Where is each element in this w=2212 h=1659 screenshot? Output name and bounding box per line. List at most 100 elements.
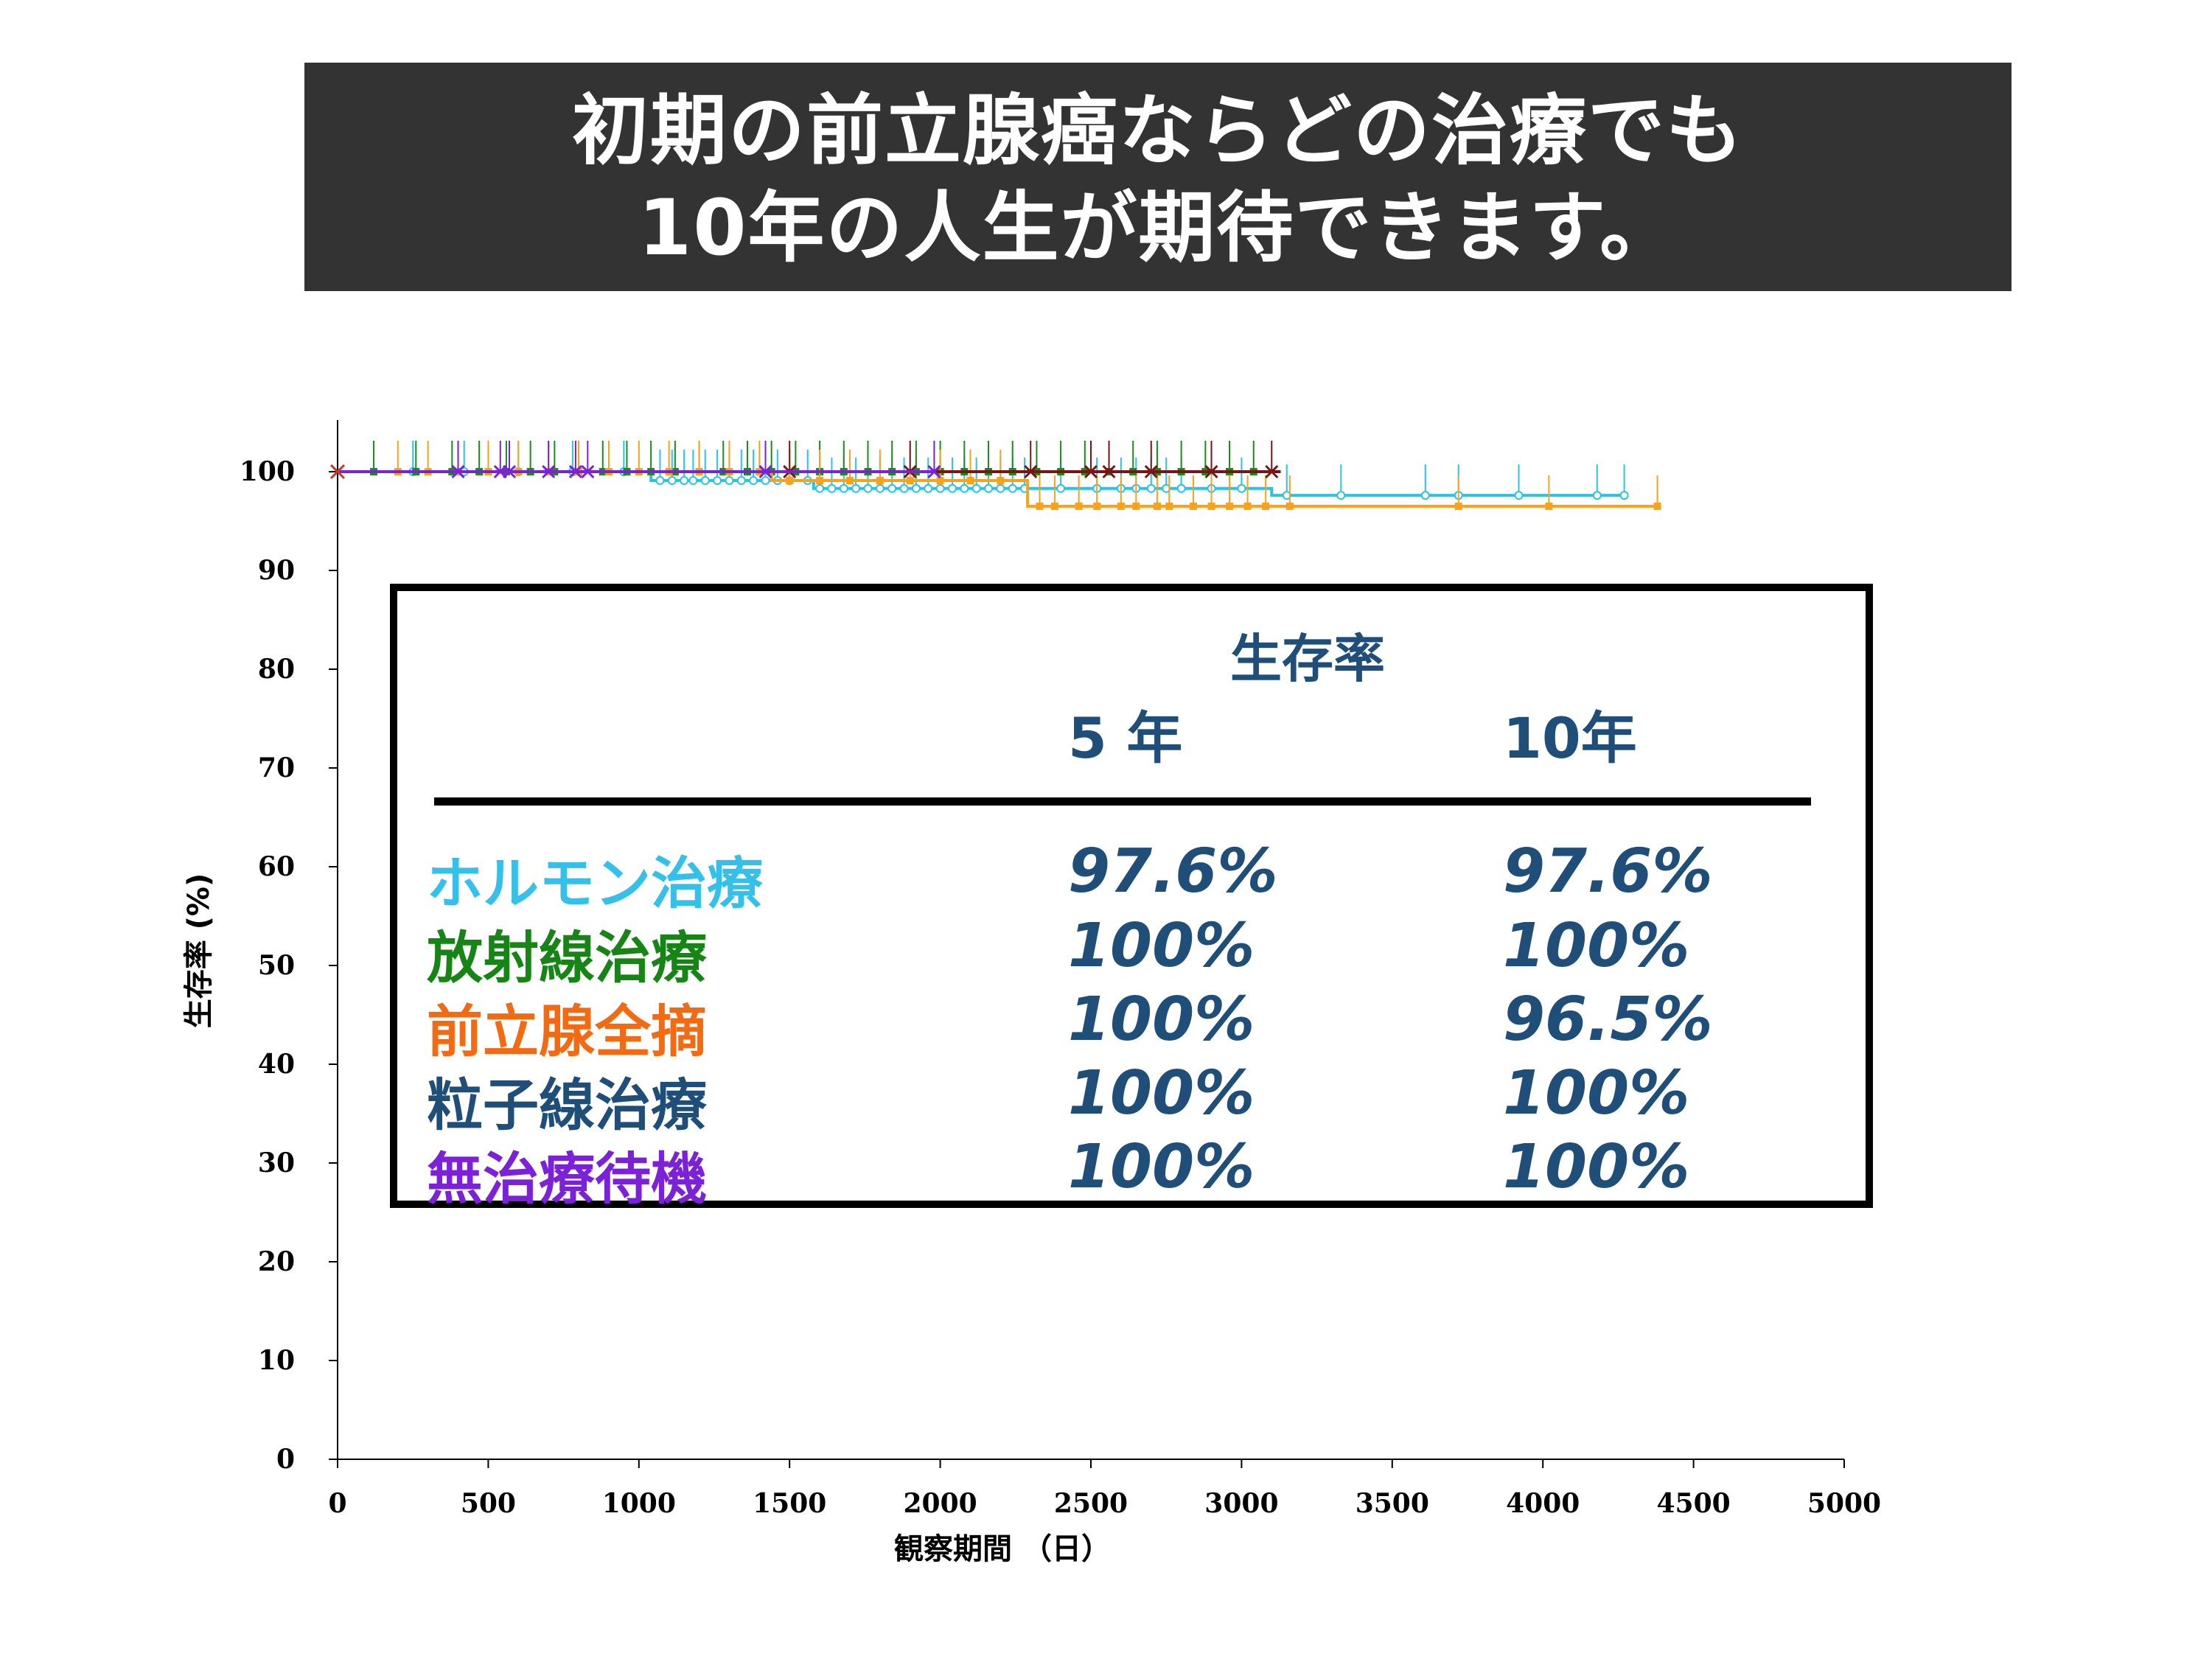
censor-marker	[749, 476, 758, 486]
censor-marker	[1056, 483, 1066, 493]
censor-marker	[1226, 502, 1234, 510]
censor-marker	[1146, 483, 1156, 493]
censor-marker	[581, 464, 595, 479]
censor-marker	[1165, 502, 1173, 510]
censor-marker	[960, 483, 969, 493]
y-tick-label: 100	[240, 456, 295, 487]
censor-marker	[911, 483, 921, 493]
censor-marker	[542, 464, 556, 479]
y-tick-label: 20	[258, 1246, 295, 1277]
censor-marker	[815, 483, 825, 493]
title-line-1: 初期の前立腺癌ならどの治療でも	[571, 85, 1744, 175]
censor-marker	[1204, 464, 1218, 479]
header-divider	[434, 797, 1811, 806]
x-tick-label: 2000	[903, 1488, 977, 1519]
x-tick-label: 4500	[1656, 1488, 1730, 1519]
censor-marker	[1619, 491, 1629, 500]
row-value-5y-radiation: 100%	[1068, 911, 1255, 981]
row-value-5y-hormone: 97.6%	[1068, 837, 1278, 907]
y-tick-label: 80	[258, 654, 295, 685]
censor-marker	[1117, 502, 1125, 510]
y-axis-title: 生存率 (%)	[182, 873, 216, 1029]
censor-marker	[667, 476, 677, 486]
row-value-10y-prostatectomy: 96.5%	[1503, 985, 1713, 1055]
row-label-hormone: ホルモン治療	[427, 851, 763, 916]
censor-marker	[1036, 502, 1044, 510]
series-layer	[329, 441, 1661, 510]
y-tick-label: 70	[258, 752, 295, 783]
censor-marker	[1262, 502, 1270, 510]
censor-marker	[845, 477, 854, 485]
censor-marker	[736, 476, 746, 486]
censor-marker	[1093, 502, 1101, 510]
censor-marker	[1050, 502, 1058, 510]
censor-marker	[839, 483, 848, 493]
row-label-radiation: 放射線治療	[427, 925, 707, 991]
censor-marker	[947, 483, 957, 493]
series-2	[338, 441, 1257, 475]
censor-marker	[996, 483, 1005, 493]
censor-marker	[1084, 464, 1098, 479]
column-header-5-year: 5 年	[1068, 705, 1183, 771]
row-label-prostatectomy: 前立腺全摘	[427, 999, 707, 1064]
y-tick-label: 60	[258, 851, 295, 882]
censor-marker	[451, 464, 465, 479]
censor-marker	[1237, 483, 1246, 493]
y-tick-label: 40	[258, 1049, 295, 1080]
x-tick-label: 2500	[1054, 1488, 1128, 1519]
censor-marker	[927, 464, 941, 479]
survival-rate-table: 生存率 5 年 10年 ホルモン治療 97.6% 97.6% 放射線治療 100…	[390, 584, 1873, 1212]
x-tick-label: 3500	[1356, 1488, 1429, 1519]
censor-marker	[1207, 502, 1215, 510]
censor-marker	[899, 483, 909, 493]
censor-marker	[1514, 491, 1524, 500]
censor-marker	[1189, 502, 1197, 510]
censor-marker	[1545, 502, 1553, 510]
censor-marker	[655, 476, 665, 486]
row-label-watchful-waiting: 無治療待機	[427, 1146, 707, 1212]
censor-marker	[887, 483, 897, 493]
censor-marker	[827, 483, 837, 493]
censor-marker	[924, 483, 933, 493]
censor-marker	[984, 483, 994, 493]
censor-marker	[758, 464, 772, 479]
censor-marker	[786, 477, 794, 485]
table-header: 生存率	[1230, 629, 1385, 689]
censor-marker	[966, 477, 974, 485]
censor-marker	[1265, 464, 1279, 479]
censor-marker	[875, 483, 885, 493]
x-tick-label: 4000	[1506, 1488, 1580, 1519]
censor-marker	[936, 477, 944, 485]
censor-marker	[876, 477, 884, 485]
x-tick-label: 1000	[602, 1488, 676, 1519]
censor-marker	[1102, 464, 1116, 479]
censor-marker	[1592, 491, 1602, 500]
x-tick-label: 500	[461, 1488, 516, 1519]
row-label-particle: 粒子線治療	[427, 1072, 707, 1138]
censor-marker	[1024, 464, 1038, 479]
censor-marker	[997, 477, 1005, 485]
censor-marker	[1132, 502, 1140, 510]
y-tick-label: 0	[276, 1444, 295, 1475]
row-value-10y-radiation: 100%	[1503, 911, 1690, 981]
censor-marker	[725, 476, 734, 486]
censor-marker	[502, 464, 517, 479]
row-value-10y-particle: 100%	[1503, 1058, 1690, 1128]
censor-marker	[568, 464, 583, 479]
censor-marker	[971, 483, 981, 493]
row-value-10y-hormone: 97.6%	[1503, 837, 1713, 907]
x-tick-labels: 0 500 1000 1500 2000 2500 3000 3500 4000 4500 5000	[328, 1488, 1881, 1519]
row-value-10y-watchful-waiting: 100%	[1503, 1132, 1690, 1202]
censor-marker	[1454, 502, 1462, 510]
y-tick-labels: 0 10 20 30 40 50 60 70 80 90 100	[240, 456, 295, 1475]
y-tick-label: 50	[258, 950, 295, 981]
column-header-10-year: 10年	[1503, 705, 1637, 771]
censor-marker	[680, 476, 689, 486]
x-tick-label: 1500	[753, 1488, 826, 1519]
series-5	[338, 441, 941, 479]
censor-marker	[816, 477, 824, 485]
censor-marker	[935, 483, 945, 493]
y-tick-label: 30	[258, 1148, 295, 1178]
y-tick-label: 90	[258, 555, 295, 586]
